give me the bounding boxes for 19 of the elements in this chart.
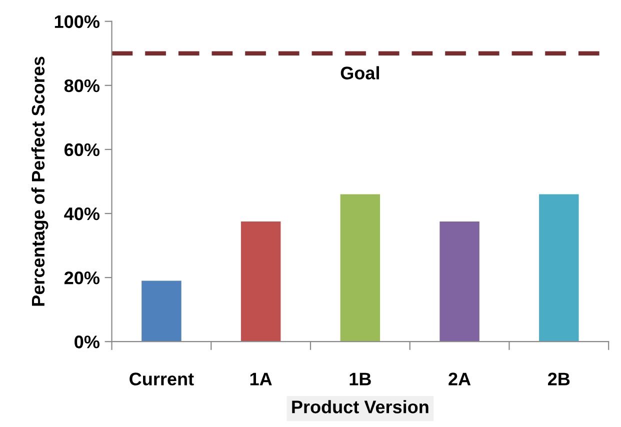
y-tick-label: 20% [64, 271, 100, 284]
y-tick-label: 40% [64, 207, 100, 220]
bar [539, 194, 579, 342]
x-tick-label: 1A [250, 372, 272, 386]
bar [440, 222, 480, 342]
y-tick-label: 80% [64, 79, 100, 92]
y-axis-title: Percentage of Perfect Scores [31, 56, 48, 306]
ref-line-label: Goal [340, 66, 379, 80]
bar [240, 222, 281, 342]
y-tick-label: 0% [74, 336, 100, 348]
y-tick-label: 100% [54, 15, 100, 28]
bar [340, 194, 380, 342]
x-axis-title: Product Version [292, 400, 428, 414]
x-tick-label: 2B [548, 372, 570, 386]
x-tick-label: 1B [350, 372, 371, 386]
bar [142, 280, 182, 342]
x-tick-label: 2A [448, 372, 471, 386]
x-tick-label: Current [130, 372, 194, 386]
y-tick-label: 60% [64, 143, 100, 156]
